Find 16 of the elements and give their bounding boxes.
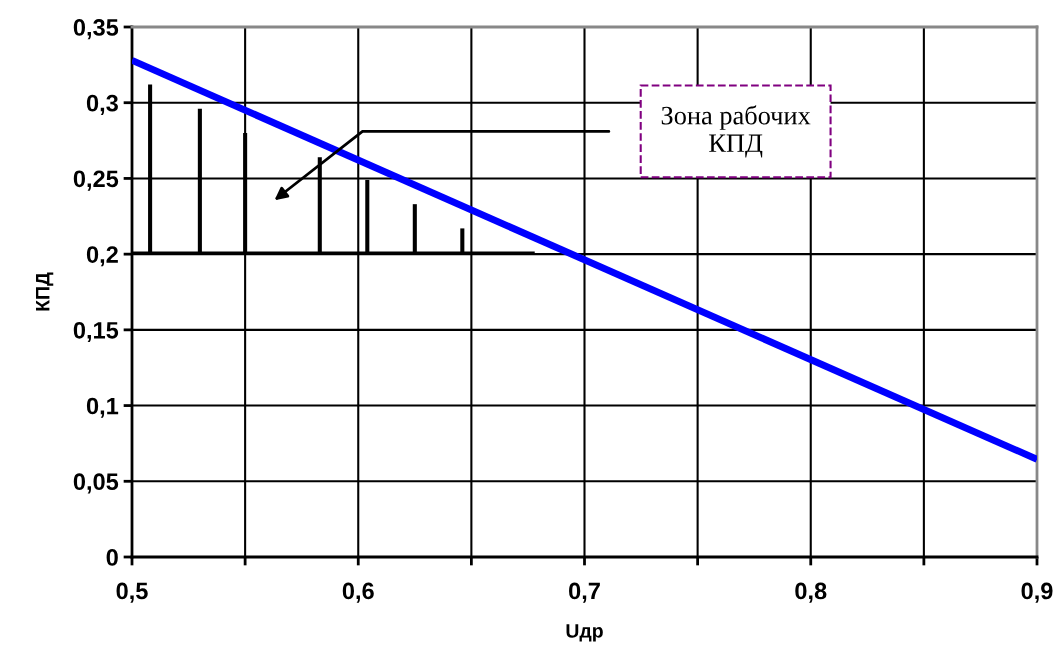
x-axis-title: Uдр xyxy=(566,624,603,642)
y-tick-label: 0,15 xyxy=(73,321,119,343)
x-tick-label: 0,9 xyxy=(1021,582,1053,603)
y-axis-title: КПД xyxy=(36,272,54,311)
y-tick-label: 0,3 xyxy=(86,94,118,115)
y-tick-label: 0,25 xyxy=(73,170,119,191)
y-tick-label: 0,35 xyxy=(73,19,119,40)
y-tick-label: 0,1 xyxy=(86,397,119,418)
x-tick-label: 0,7 xyxy=(569,582,600,603)
x-tick-label: 0,6 xyxy=(342,582,374,603)
annotation: Зона рабочих КПД xyxy=(661,105,811,158)
y-tick-label: 0,2 xyxy=(86,246,118,267)
x-tick-label: 0,5 xyxy=(116,582,148,603)
y-tick-label: 0,05 xyxy=(73,473,119,494)
x-tick-label: 0,8 xyxy=(795,582,827,603)
y-tick-label: 0 xyxy=(106,549,118,566)
